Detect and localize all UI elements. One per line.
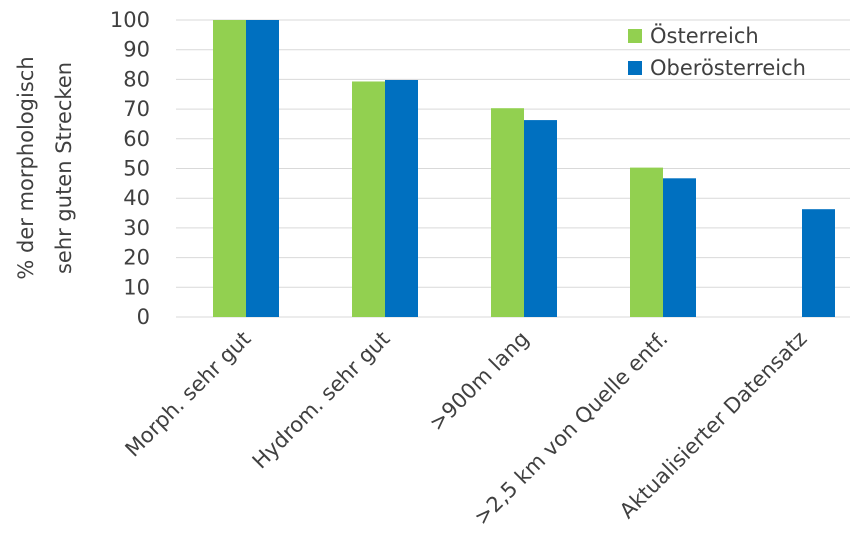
legend-swatch-oberoesterreich	[628, 61, 642, 75]
bar-oberoesterreich	[246, 20, 279, 317]
y-tick-label: 50	[123, 157, 150, 181]
bar-oesterreich	[491, 108, 524, 317]
bar-oesterreich	[630, 168, 663, 317]
bar-oesterreich	[352, 81, 385, 317]
y-tick-label: 10	[123, 275, 150, 299]
legend-label-oberoesterreich: Oberösterreich	[650, 56, 806, 80]
bar-oberoesterreich	[802, 209, 835, 317]
legend-swatch-oesterreich	[628, 29, 642, 43]
y-tick-label: 80	[123, 67, 150, 91]
y-axis-title-line-2: sehr guten Strecken	[52, 62, 76, 274]
y-tick-label: 20	[123, 246, 150, 270]
bar-oesterreich	[213, 20, 246, 317]
y-tick-label: 40	[123, 186, 150, 210]
bar-oberoesterreich	[524, 120, 557, 317]
y-axis-title-line-1: % der morphologisch	[14, 56, 38, 279]
y-tick-label: 70	[123, 97, 150, 121]
y-tick-label: 60	[123, 127, 150, 151]
bar-oberoesterreich	[663, 178, 696, 317]
x-category-label: Morph. sehr gut	[121, 327, 256, 462]
y-tick-label: 100	[110, 8, 150, 32]
x-category-label: >900m lang	[425, 327, 534, 436]
y-axis-tick-labels: 0 10 20 30 40 50 60 70 80 90 100	[110, 8, 150, 329]
legend: Österreich Oberösterreich	[628, 23, 806, 80]
y-tick-label: 30	[123, 216, 150, 240]
legend-label-oesterreich: Österreich	[650, 23, 759, 48]
y-tick-label: 0	[137, 305, 150, 329]
y-axis-title: % der morphologisch sehr guten Strecken	[14, 56, 76, 279]
y-tick-label: 90	[123, 38, 150, 62]
bar-oberoesterreich	[385, 80, 418, 317]
x-category-label: Hydrom. sehr gut	[248, 327, 395, 474]
